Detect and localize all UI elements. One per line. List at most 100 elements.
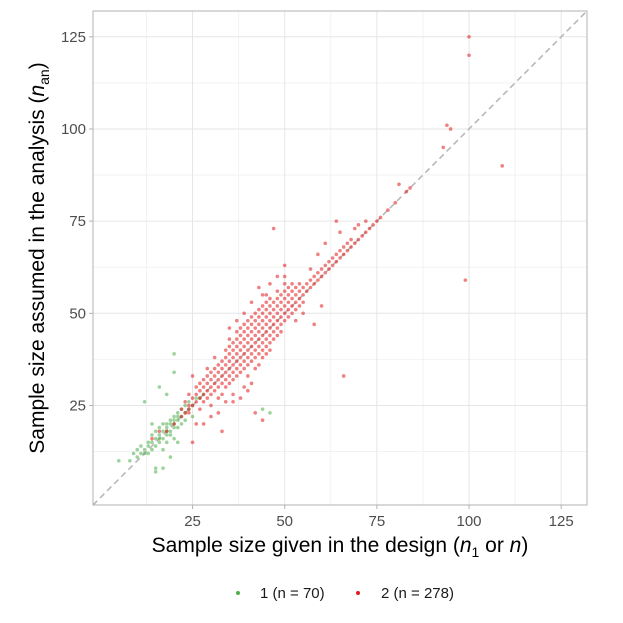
data-point — [183, 403, 187, 408]
data-point — [260, 304, 265, 308]
data-point — [227, 352, 232, 356]
data-point — [279, 293, 283, 297]
data-point — [183, 411, 187, 415]
data-point — [268, 411, 272, 415]
data-point — [242, 344, 246, 349]
data-point — [161, 466, 165, 470]
data-point — [293, 318, 298, 323]
data-point — [238, 363, 243, 367]
data-points — [117, 35, 505, 474]
data-point — [375, 219, 379, 223]
data-point — [157, 425, 162, 430]
data-point — [445, 123, 449, 128]
data-point — [238, 333, 243, 338]
data-point — [246, 326, 250, 330]
data-point — [257, 322, 261, 327]
data-point — [264, 344, 269, 349]
data-point — [198, 396, 202, 400]
data-point — [153, 470, 158, 474]
data-point — [308, 278, 313, 282]
data-point — [301, 293, 305, 297]
data-point — [238, 340, 243, 345]
x-tick-label: 25 — [184, 513, 201, 530]
data-point — [168, 429, 173, 434]
data-point — [146, 444, 151, 448]
data-point — [194, 392, 199, 397]
data-point — [282, 304, 287, 308]
data-point — [157, 433, 162, 437]
data-point — [227, 326, 232, 330]
data-point — [257, 307, 261, 312]
data-point — [286, 315, 291, 319]
data-point — [264, 329, 269, 334]
data-point — [349, 237, 353, 242]
data-point — [308, 285, 313, 290]
data-point — [249, 322, 254, 327]
data-point — [223, 399, 228, 404]
data-point — [408, 186, 412, 190]
data-point — [279, 300, 283, 305]
data-point — [164, 440, 169, 445]
data-point — [345, 248, 350, 253]
data-point — [249, 337, 254, 341]
data-point — [153, 436, 158, 441]
data-point — [205, 374, 210, 378]
data-point — [238, 396, 243, 400]
data-point — [227, 381, 232, 386]
data-point — [209, 392, 213, 397]
data-point — [231, 355, 235, 360]
data-point — [275, 333, 280, 338]
data-point — [150, 436, 154, 441]
data-point — [352, 226, 357, 231]
data-point — [268, 282, 272, 286]
reference-line-y-equals-x — [92, 10, 588, 506]
data-point — [164, 429, 169, 434]
data-point — [268, 333, 272, 338]
data-point — [201, 385, 206, 389]
data-point — [246, 355, 250, 360]
data-point — [257, 285, 261, 290]
data-point — [293, 307, 298, 312]
data-point — [282, 274, 287, 279]
data-point — [234, 344, 239, 349]
data-point — [194, 422, 199, 426]
data-point — [231, 399, 235, 404]
data-point — [227, 359, 232, 364]
data-point — [220, 359, 224, 364]
data-point — [286, 307, 291, 312]
major-gridlines — [93, 11, 587, 505]
data-point — [179, 422, 184, 426]
data-point — [164, 422, 169, 426]
data-point — [330, 256, 335, 260]
data-point — [260, 311, 265, 316]
data-point — [253, 348, 258, 352]
data-point — [293, 285, 298, 290]
data-point — [117, 458, 121, 463]
data-point — [282, 282, 287, 286]
y-axis-ticks: 25 50 75 100 125 — [61, 29, 93, 414]
data-point — [242, 352, 246, 356]
data-point — [212, 388, 217, 393]
data-point — [253, 326, 258, 330]
data-point — [242, 359, 246, 364]
data-point — [286, 300, 291, 305]
data-point — [231, 377, 235, 382]
data-point — [209, 385, 213, 389]
x-axis-title: Sample size given in the design (n1 or n… — [152, 534, 529, 560]
data-point — [216, 385, 221, 389]
data-point — [183, 399, 187, 404]
data-point — [205, 366, 210, 371]
data-point — [500, 164, 505, 168]
data-point — [216, 396, 221, 400]
data-point — [231, 340, 235, 345]
data-point — [146, 440, 151, 445]
data-point — [150, 422, 154, 426]
legend-swatch-series-2 — [356, 591, 360, 595]
data-point — [246, 388, 250, 393]
data-point — [253, 311, 258, 316]
data-point — [128, 458, 132, 463]
data-point — [316, 270, 320, 275]
data-point — [290, 282, 294, 286]
data-point — [246, 318, 250, 323]
data-point — [223, 363, 228, 367]
